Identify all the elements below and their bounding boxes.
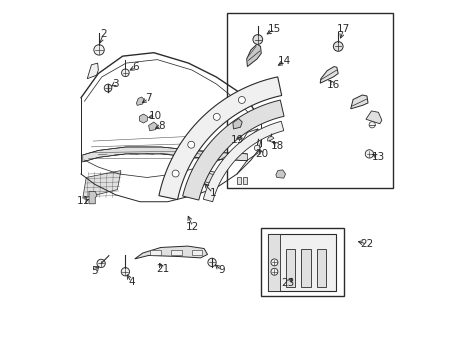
Text: 17: 17 — [337, 24, 350, 34]
Circle shape — [172, 170, 179, 177]
Text: 2: 2 — [100, 29, 107, 39]
Circle shape — [213, 113, 220, 120]
Wedge shape — [267, 136, 274, 141]
Circle shape — [188, 141, 195, 148]
Circle shape — [97, 259, 105, 268]
Polygon shape — [159, 77, 282, 200]
Text: 3: 3 — [112, 79, 118, 89]
Text: 12: 12 — [186, 222, 199, 232]
Bar — [243, 177, 247, 184]
Ellipse shape — [199, 171, 219, 185]
Text: 13: 13 — [372, 152, 385, 163]
Circle shape — [333, 42, 343, 51]
Polygon shape — [351, 95, 368, 109]
Polygon shape — [182, 100, 284, 200]
Circle shape — [94, 45, 104, 55]
Ellipse shape — [203, 174, 216, 183]
Text: 21: 21 — [156, 264, 169, 274]
Bar — [317, 248, 327, 287]
Text: 15: 15 — [268, 24, 281, 34]
Bar — [227, 13, 393, 188]
Bar — [268, 234, 336, 291]
Circle shape — [365, 150, 374, 158]
Text: 23: 23 — [282, 278, 295, 288]
Bar — [285, 248, 295, 287]
Text: 16: 16 — [327, 80, 340, 89]
Text: 11: 11 — [77, 196, 91, 206]
Polygon shape — [366, 111, 382, 124]
Polygon shape — [83, 147, 247, 162]
Text: 8: 8 — [158, 121, 165, 131]
Circle shape — [121, 268, 129, 276]
Text: 14: 14 — [278, 56, 292, 66]
Bar — [150, 250, 161, 255]
Bar — [261, 228, 344, 296]
Polygon shape — [246, 44, 261, 66]
Polygon shape — [276, 170, 285, 178]
Bar — [192, 250, 202, 255]
Polygon shape — [137, 97, 144, 105]
Text: 18: 18 — [271, 141, 284, 151]
Circle shape — [255, 145, 260, 151]
Text: 22: 22 — [360, 239, 374, 249]
Ellipse shape — [369, 122, 375, 128]
Polygon shape — [233, 119, 242, 129]
Polygon shape — [139, 114, 147, 123]
Text: 4: 4 — [128, 277, 135, 287]
Text: 6: 6 — [132, 62, 139, 72]
Text: 5: 5 — [91, 266, 98, 276]
Circle shape — [208, 258, 216, 267]
Circle shape — [271, 268, 278, 275]
Polygon shape — [320, 66, 338, 83]
Bar — [268, 234, 280, 291]
Text: 20: 20 — [255, 149, 268, 159]
Circle shape — [121, 69, 129, 77]
Circle shape — [253, 35, 263, 44]
Circle shape — [238, 96, 246, 103]
Circle shape — [104, 84, 112, 92]
Bar — [301, 248, 311, 287]
Polygon shape — [203, 121, 284, 202]
Text: 19: 19 — [231, 135, 244, 145]
Text: 10: 10 — [149, 111, 162, 121]
Polygon shape — [89, 191, 97, 204]
Polygon shape — [83, 171, 121, 198]
Text: 7: 7 — [146, 94, 152, 103]
Polygon shape — [87, 63, 99, 79]
Text: 9: 9 — [218, 266, 225, 275]
Polygon shape — [135, 246, 208, 259]
Polygon shape — [149, 122, 157, 130]
Bar — [171, 250, 182, 255]
Bar — [237, 177, 241, 184]
Circle shape — [271, 259, 278, 266]
Text: 1: 1 — [210, 188, 216, 198]
